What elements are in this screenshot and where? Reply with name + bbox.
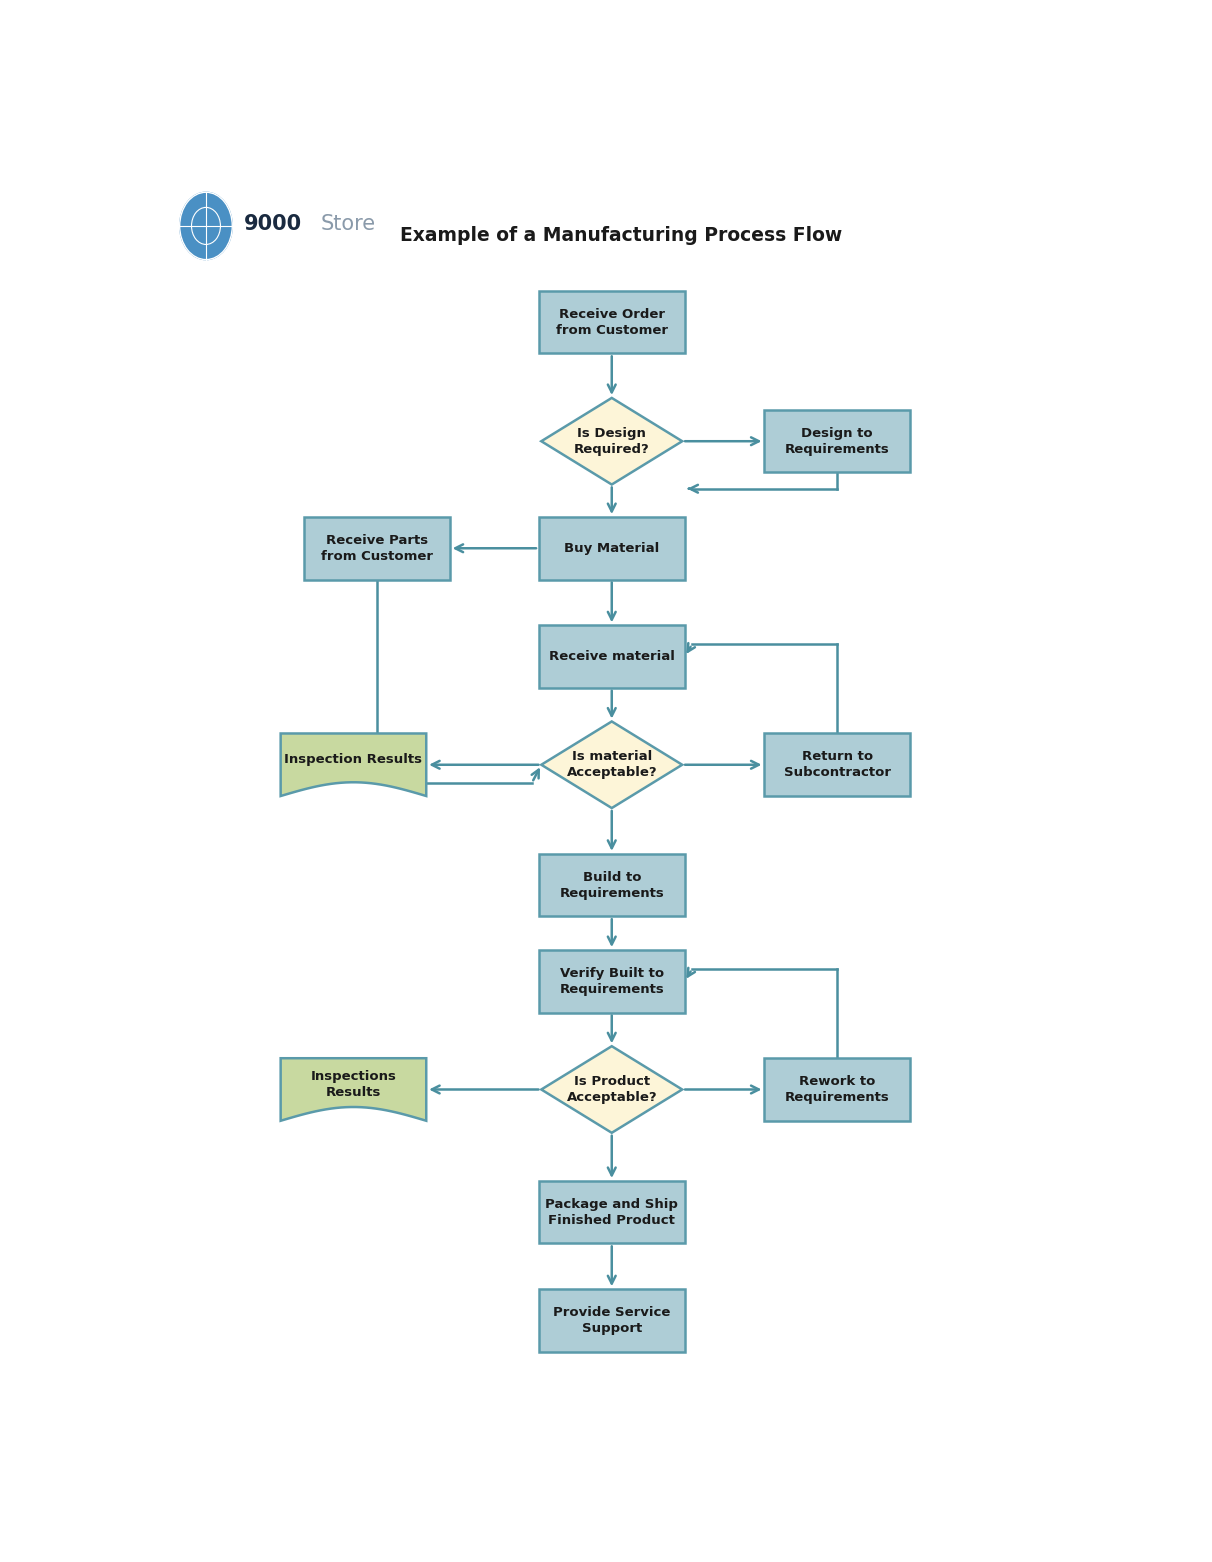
Text: 9000: 9000 bbox=[244, 214, 302, 234]
FancyBboxPatch shape bbox=[539, 1181, 685, 1243]
Text: Store: Store bbox=[320, 214, 376, 234]
Circle shape bbox=[179, 192, 233, 259]
Text: Receive material: Receive material bbox=[549, 650, 675, 662]
Text: Provide Service
Support: Provide Service Support bbox=[553, 1306, 670, 1336]
Text: Inspections
Results: Inspections Results bbox=[310, 1070, 396, 1100]
Text: Is Product
Acceptable?: Is Product Acceptable? bbox=[566, 1075, 657, 1104]
FancyBboxPatch shape bbox=[539, 854, 685, 917]
Text: Is material
Acceptable?: Is material Acceptable? bbox=[566, 750, 657, 779]
Text: Package and Ship
Finished Product: Package and Ship Finished Product bbox=[545, 1198, 679, 1226]
FancyBboxPatch shape bbox=[539, 291, 685, 353]
Polygon shape bbox=[281, 734, 427, 797]
Polygon shape bbox=[542, 722, 682, 808]
FancyBboxPatch shape bbox=[765, 734, 910, 797]
Text: Rework to
Requirements: Rework to Requirements bbox=[785, 1075, 890, 1104]
Polygon shape bbox=[542, 398, 682, 484]
Polygon shape bbox=[281, 1057, 427, 1122]
FancyBboxPatch shape bbox=[539, 1289, 685, 1351]
FancyBboxPatch shape bbox=[765, 409, 910, 472]
Text: Example of a Manufacturing Process Flow: Example of a Manufacturing Process Flow bbox=[400, 226, 842, 245]
Text: Is Design
Required?: Is Design Required? bbox=[574, 426, 650, 456]
Text: Return to
Subcontractor: Return to Subcontractor bbox=[784, 750, 891, 779]
Text: Buy Material: Buy Material bbox=[564, 542, 659, 555]
FancyBboxPatch shape bbox=[304, 517, 450, 580]
Text: Build to
Requirements: Build to Requirements bbox=[560, 870, 664, 900]
Polygon shape bbox=[542, 1047, 682, 1132]
FancyBboxPatch shape bbox=[539, 625, 685, 687]
Text: Design to
Requirements: Design to Requirements bbox=[785, 426, 890, 456]
Text: Receive Parts
from Customer: Receive Parts from Customer bbox=[321, 534, 433, 562]
Text: Inspection Results: Inspection Results bbox=[285, 753, 423, 767]
FancyBboxPatch shape bbox=[539, 517, 685, 580]
Text: Receive Order
from Customer: Receive Order from Customer bbox=[556, 308, 668, 337]
FancyBboxPatch shape bbox=[539, 950, 685, 1012]
Text: Verify Built to
Requirements: Verify Built to Requirements bbox=[560, 967, 664, 995]
FancyBboxPatch shape bbox=[765, 1057, 910, 1122]
